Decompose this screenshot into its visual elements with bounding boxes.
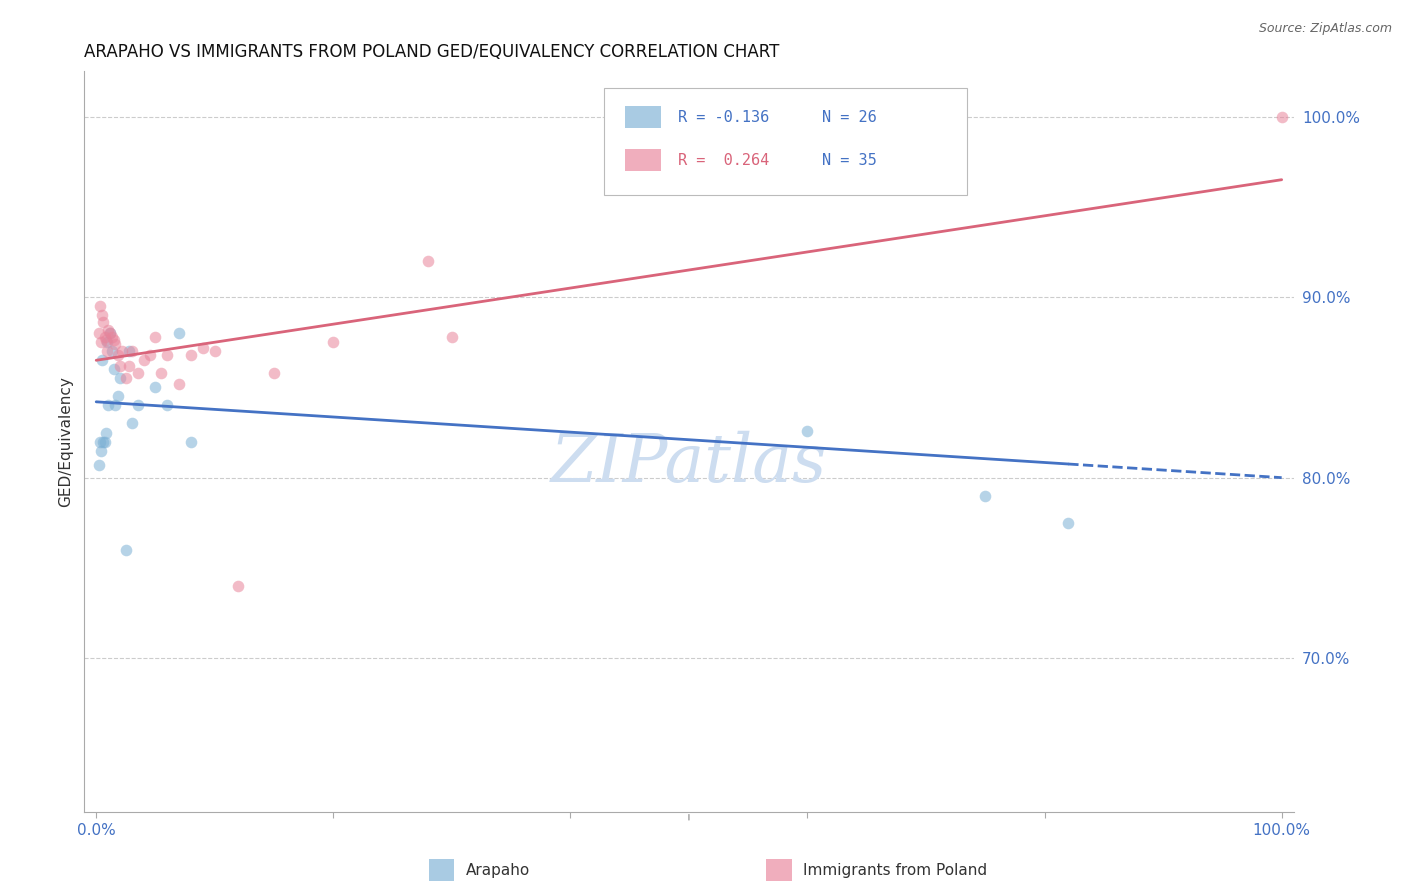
Point (91, 353, 114, 368)
Point (115, 371, 138, 385)
Point (121, 417, 143, 431)
Point (167, 376, 190, 391)
Point (115, 542, 138, 557)
Point (796, 424, 818, 438)
Point (167, 326, 190, 341)
Point (180, 434, 202, 449)
Point (103, 334, 125, 348)
Text: Arapaho: Arapaho (465, 863, 530, 878)
Text: R =  0.264: R = 0.264 (678, 153, 769, 168)
Point (145, 330, 167, 344)
Point (1057, 516, 1080, 530)
Point (127, 366, 149, 380)
Point (94, 425, 117, 440)
Point (107, 348, 129, 362)
Point (156, 348, 179, 362)
Text: ZIPatlas: ZIPatlas (551, 431, 827, 496)
Point (228, 579, 250, 593)
Point (263, 366, 285, 380)
Point (91, 315, 114, 329)
Point (1271, 110, 1294, 124)
Point (89, 299, 111, 313)
Point (150, 366, 173, 380)
Point (100, 326, 122, 341)
Point (89, 434, 111, 449)
Point (132, 353, 155, 368)
Point (118, 359, 141, 373)
Point (97, 399, 120, 413)
Point (96, 335, 118, 350)
Point (90, 443, 112, 458)
Point (93, 434, 115, 449)
Point (111, 344, 134, 359)
Text: Source: ZipAtlas.com: Source: ZipAtlas.com (1258, 22, 1392, 36)
Point (180, 348, 202, 362)
Text: R = -0.136: R = -0.136 (678, 110, 769, 125)
Point (145, 380, 167, 394)
Point (322, 335, 344, 350)
Point (118, 344, 141, 359)
Point (974, 489, 997, 503)
Point (94, 334, 117, 348)
Text: N = 26: N = 26 (823, 110, 877, 125)
Point (108, 359, 131, 373)
Point (107, 389, 129, 403)
Text: Immigrants from Poland: Immigrants from Poland (803, 863, 987, 878)
Point (121, 344, 143, 359)
Point (91, 308, 114, 322)
Bar (624, 106, 661, 128)
Point (204, 344, 226, 359)
Text: ARAPAHO VS IMMIGRANTS FROM POLAND GED/EQUIVALENCY CORRELATION CHART: ARAPAHO VS IMMIGRANTS FROM POLAND GED/EQ… (84, 44, 780, 62)
Point (100, 326, 122, 341)
Point (104, 337, 127, 351)
Point (138, 348, 160, 362)
Point (100, 344, 122, 359)
Point (127, 399, 149, 413)
Point (91, 434, 114, 449)
Point (93, 330, 115, 344)
Point (156, 399, 179, 413)
Point (87, 458, 110, 472)
Point (87, 326, 110, 341)
Y-axis label: GED/Equivalency: GED/Equivalency (58, 376, 73, 507)
Point (440, 330, 463, 344)
FancyBboxPatch shape (605, 87, 967, 195)
Point (104, 399, 127, 413)
Point (90, 335, 112, 350)
Point (96, 344, 118, 359)
Point (418, 254, 440, 268)
Bar (624, 149, 661, 171)
Point (97, 322, 120, 336)
Text: N = 35: N = 35 (823, 153, 877, 168)
Point (108, 371, 131, 385)
Point (103, 362, 125, 376)
Point (100, 330, 122, 344)
Point (191, 341, 214, 355)
